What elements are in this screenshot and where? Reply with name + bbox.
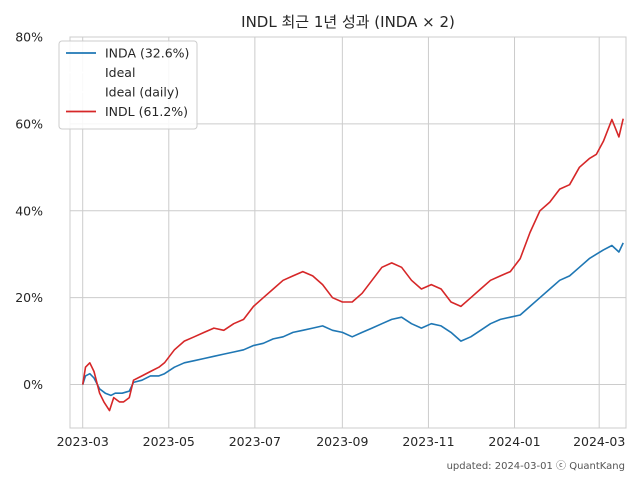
x-tick-label: 2024-03	[573, 434, 625, 449]
legend-label: INDL (61.2%)	[105, 104, 188, 119]
footer-note: updated: 2024-03-01 ⓒ QuantKang	[447, 460, 625, 472]
x-tick-label: 2023-11	[402, 434, 454, 449]
x-tick-label: 2023-03	[57, 434, 109, 449]
legend-label: INDA (32.6%)	[105, 46, 189, 61]
legend-box	[58, 40, 198, 130]
y-tick-label: 40%	[15, 203, 43, 218]
legend-label: Ideal (daily)	[105, 85, 179, 100]
y-tick-label: 80%	[15, 30, 43, 45]
x-tick-label: 2023-05	[143, 434, 195, 449]
x-tick-label: 2024-01	[488, 434, 540, 449]
x-tick-label: 2023-09	[316, 434, 368, 449]
x-tick-label: 2023-07	[229, 434, 281, 449]
chart-title: INDL 최근 1년 성과 (INDA × 2)	[241, 13, 455, 31]
legend-label: Ideal	[105, 65, 135, 80]
series-lines	[81, 118, 624, 412]
y-tick-label: 20%	[15, 290, 43, 305]
series-line-0	[81, 242, 624, 397]
axis-ticks: 2023-03 2023-05 2023-07 2023-09 2023-11 2024-…	[15, 30, 625, 450]
y-tick-label: 60%	[15, 116, 43, 131]
y-tick-label: 0%	[23, 377, 43, 392]
legend: INDA (32.6%) Ideal Ideal (daily) INDL (61.2…	[58, 40, 198, 130]
series-line-3	[81, 118, 624, 412]
